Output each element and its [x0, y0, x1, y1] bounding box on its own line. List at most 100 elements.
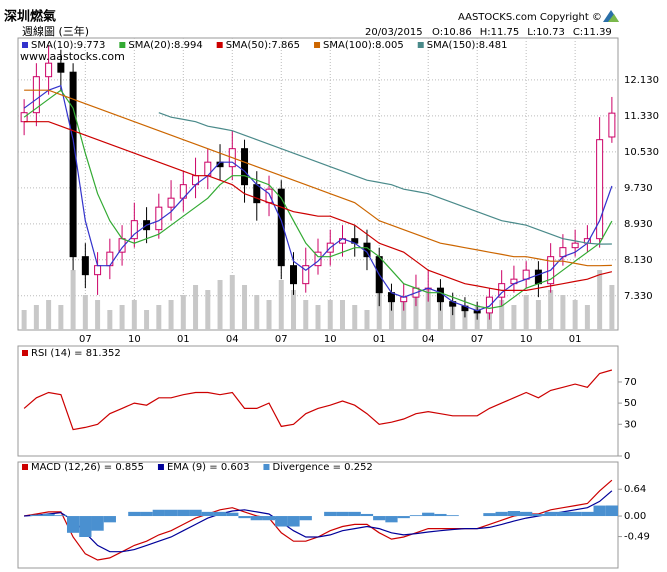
volume-bar [572, 300, 578, 330]
divergence-bar [446, 515, 459, 517]
date: 20/03/2015 [365, 27, 423, 38]
volume-bar [46, 300, 52, 330]
divergence-bar [348, 511, 361, 517]
x-tick-label: 10 [128, 334, 141, 345]
x-tick-label: 04 [226, 334, 239, 345]
x-tick-label: 01 [373, 334, 386, 345]
divergence-bar [360, 513, 374, 517]
divergence-bar [128, 511, 141, 517]
volume-bar [107, 310, 113, 330]
volume-bar [144, 310, 150, 330]
volume-bar [327, 300, 333, 330]
divergence-bar [507, 511, 521, 517]
divergence-bar [532, 513, 545, 517]
legend-swatch [119, 42, 126, 48]
divergence-bar [422, 512, 435, 517]
volume-bar [388, 295, 394, 330]
price-panel [17, 37, 619, 331]
volume-bar [597, 270, 603, 330]
divergence-bar [275, 516, 288, 527]
legend-swatch [22, 350, 28, 356]
candle-body [314, 251, 322, 267]
divergence-bar [483, 513, 496, 517]
y-tick-label: 10.530 [624, 147, 659, 158]
volume-bar [413, 295, 419, 330]
x-tick-label: 04 [422, 334, 435, 345]
volume-bar [450, 305, 456, 330]
x-tick-label: 10 [520, 334, 533, 345]
divergence-bar [226, 512, 239, 517]
series-line [23, 89, 613, 310]
candle-body [485, 296, 493, 314]
volume-bar [242, 285, 248, 330]
divergence-bar [91, 516, 104, 531]
y-tick-label: 8.130 [624, 255, 653, 266]
series-line [23, 369, 613, 431]
volume-bar [156, 305, 162, 330]
candle-body [608, 112, 616, 138]
divergence-bar [373, 516, 386, 521]
volume-bar [511, 305, 517, 330]
candle-body [81, 256, 89, 276]
candle-body [241, 148, 249, 186]
ohlc-label: H:11.75 [480, 27, 520, 38]
divergence-bar [569, 511, 582, 517]
divergence-bar [103, 516, 116, 523]
volume-bar [217, 280, 223, 330]
volume-bar [254, 295, 260, 330]
candle-body [290, 265, 298, 285]
watermark: www.aastocks.com [20, 50, 125, 63]
divergence-bar [324, 511, 337, 517]
volume-bar [291, 290, 297, 330]
volume-bar [364, 310, 370, 330]
y-tick-label: 30 [624, 419, 637, 430]
volume-bar [70, 270, 76, 330]
legend-label: SMA(150):8.481 [427, 40, 508, 51]
volume-bar [401, 300, 407, 330]
volume-bar [168, 300, 174, 330]
volume-bar [535, 300, 541, 330]
volume-bar [33, 305, 39, 330]
legend-swatch [157, 464, 164, 470]
y-tick-label: 12.130 [624, 75, 659, 86]
legend-swatch [216, 42, 223, 48]
divergence-bar [556, 511, 570, 517]
volume-bar [303, 300, 309, 330]
y-tick-label: 50 [624, 398, 637, 409]
volume-bar [82, 295, 88, 330]
candle-body [130, 220, 138, 240]
divergence-bar [336, 511, 349, 517]
divergence-bar [66, 516, 80, 533]
y-tick-label: 9.730 [624, 183, 653, 194]
legend-label: EMA (9) = 0.603 [167, 462, 250, 473]
divergence-bar [250, 516, 263, 521]
chart-subtitle: 週線圖 (三年) [22, 24, 89, 38]
divergence-bar [299, 516, 312, 521]
divergence-bar [201, 511, 214, 517]
candle-body [32, 76, 40, 114]
candle-body [45, 62, 53, 78]
x-tick-label: 01 [569, 334, 582, 345]
legend-label: Divergence = 0.252 [272, 462, 372, 473]
series-line [158, 112, 612, 245]
volume-bar [205, 290, 211, 330]
volume-bar [425, 290, 431, 330]
copyright: AASTOCKS.com Copyright © [458, 12, 602, 23]
volume-bar [584, 305, 590, 330]
divergence-bar [42, 513, 55, 517]
volume-bar [486, 310, 492, 330]
y-tick-label: 0.64 [624, 484, 646, 495]
legend-label: SMA(100):8.005 [323, 40, 404, 51]
divergence-bar [30, 514, 43, 517]
divergence-bar [495, 511, 508, 517]
divergence-bar [262, 516, 276, 521]
logo [603, 10, 619, 22]
y-tick-label: 0.00 [624, 511, 646, 522]
y-tick-label: 8.930 [624, 219, 653, 230]
divergence-bar [287, 516, 300, 527]
volume-bar [21, 310, 27, 330]
x-tick-label: 07 [275, 334, 288, 345]
volume-bar [131, 300, 137, 330]
legend-label: SMA(50):7.865 [226, 40, 300, 51]
